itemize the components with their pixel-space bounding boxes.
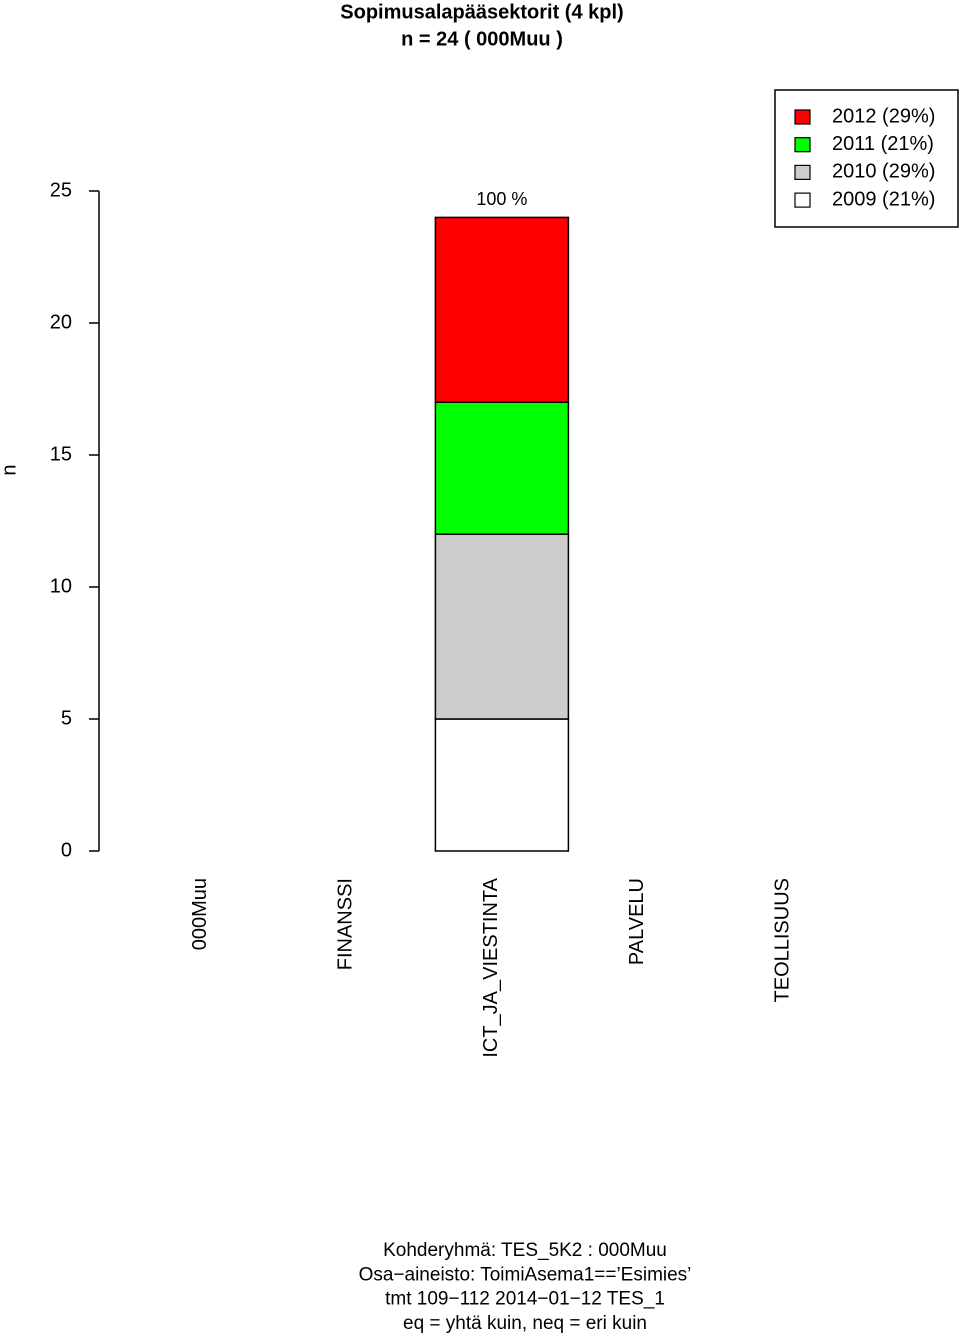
y-tick-label: 15 xyxy=(50,443,72,465)
legend-swatch xyxy=(794,192,811,208)
y-tick-label: 5 xyxy=(61,707,72,729)
x-tick-label: 000Muu xyxy=(189,878,211,950)
y-tick-label: 25 xyxy=(50,179,72,201)
bar-segment xyxy=(434,533,570,720)
x-tick-label: TEOLLISUUS xyxy=(772,878,794,1002)
y-axis-label: n xyxy=(0,464,20,475)
footer-line: eq = yhtä kuin, neq = eri kuin xyxy=(403,1313,647,1334)
legend-swatch xyxy=(794,109,811,125)
legend-label: 2012 (29%) xyxy=(832,105,935,127)
legend-swatch xyxy=(794,164,811,180)
chart-subtitle: n = 24 ( 000Muu ) xyxy=(401,28,563,50)
legend-label: 2009 (21%) xyxy=(832,188,935,210)
x-tick-label: FINANSSI xyxy=(334,878,356,970)
x-tick-label: ICT_JA_VIESTINTA xyxy=(480,877,502,1057)
y-tick-label: 10 xyxy=(50,575,72,597)
bar-segment xyxy=(434,718,570,852)
footer-line: Osa−aineisto: ToimiAsema1==’Esimies’ xyxy=(359,1264,692,1285)
bar-label: 100 % xyxy=(476,189,527,209)
y-tick-label: 0 xyxy=(61,839,72,861)
x-tick-label: PALVELU xyxy=(626,878,648,965)
legend-label: 2011 (21%) xyxy=(832,133,934,155)
legend-label: 2010 (29%) xyxy=(832,161,935,183)
footer-line: tmt 109−112 2014−01−12 TES_1 xyxy=(385,1289,665,1310)
bar-segment xyxy=(434,216,570,403)
footer-line: Kohderyhmä: TES_5K2 : 000Muu xyxy=(383,1240,667,1261)
chart-title: Sopimusalapääsektorit (4 kpl) xyxy=(340,1,623,23)
legend-swatch xyxy=(794,137,811,153)
y-tick-label: 20 xyxy=(50,311,72,333)
bar-segment xyxy=(434,401,570,535)
